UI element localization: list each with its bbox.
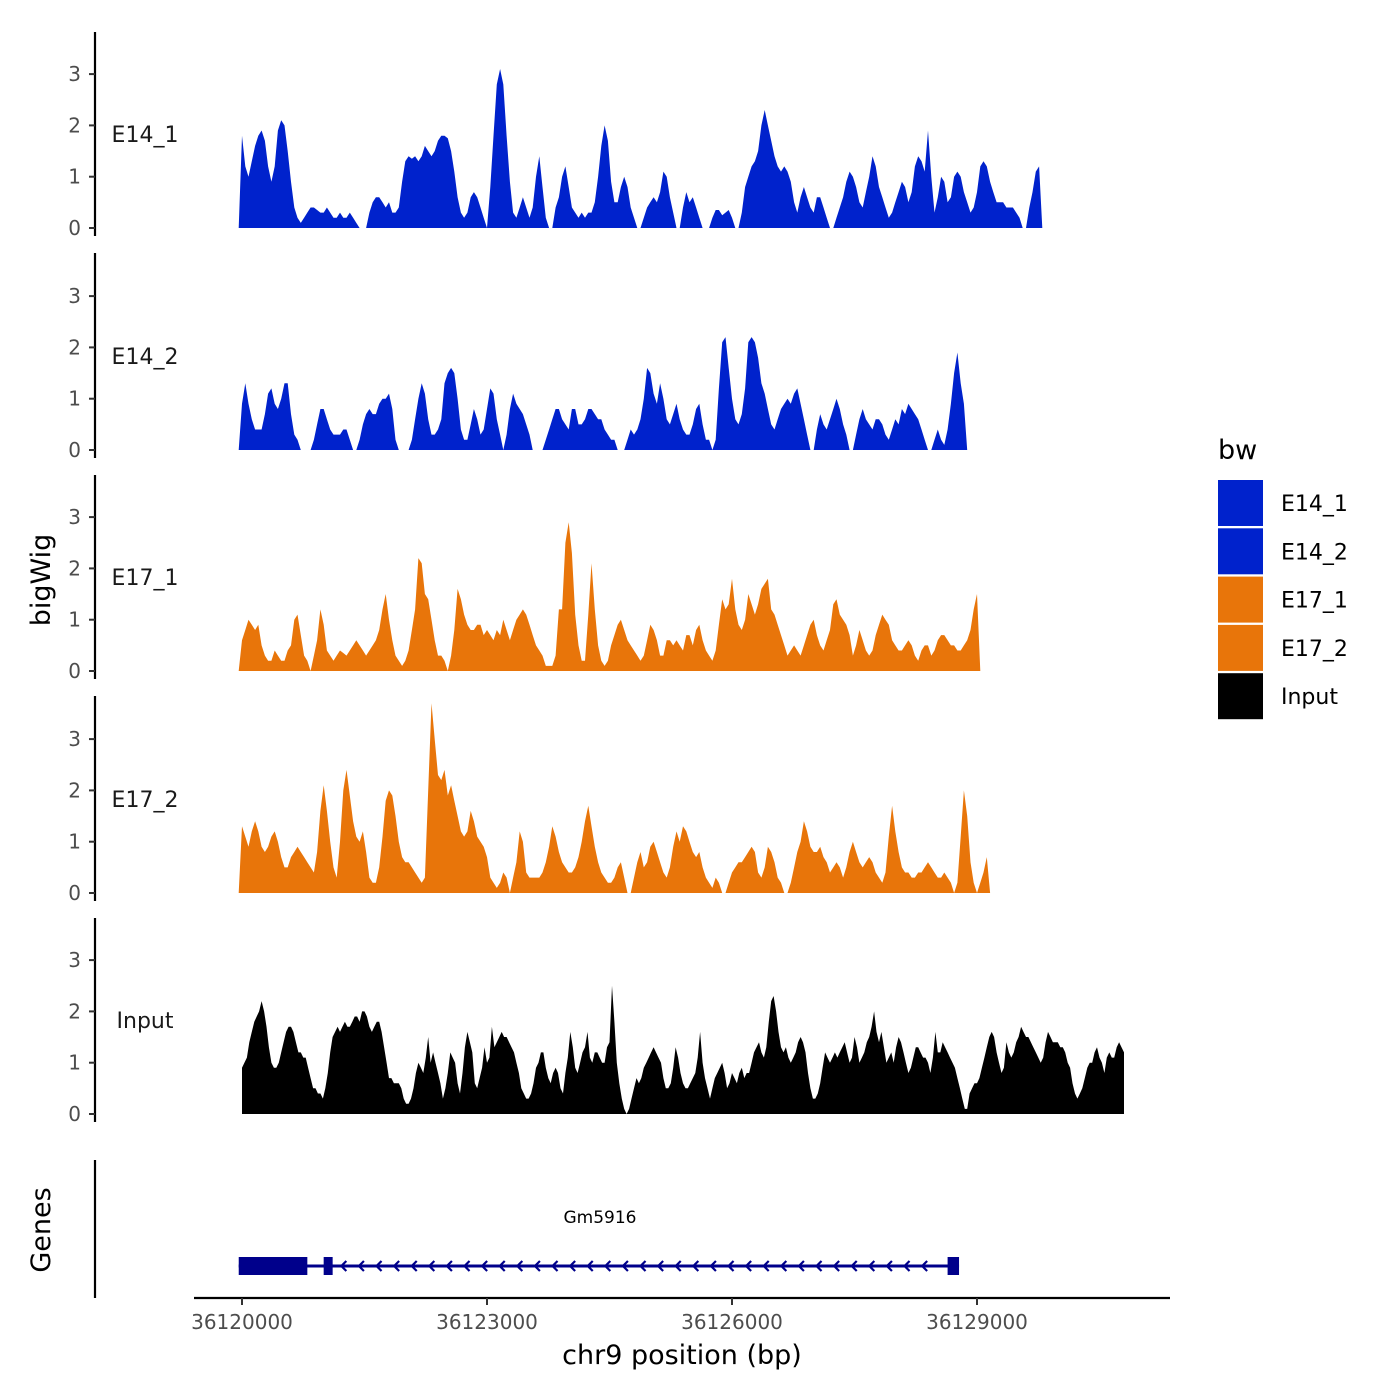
x-axis: 36120000 36123000 36126000 36129000 [191,1296,1170,1334]
strand-arrow [902,1260,911,1272]
strand-arrow [427,1260,436,1272]
strand-arrow [410,1260,418,1272]
legend-title: bw [1218,435,1257,466]
track-e14-1: 0 1 2 3 E14_1 [68,32,1043,240]
gene-exon [238,1257,308,1275]
y-tick-label: 3 [68,62,81,86]
x-tick-label: 36129000 [926,1310,1028,1334]
y-tick-label: 1 [68,608,81,632]
strand-arrow [550,1260,559,1272]
genes-axis-title: Genes [26,1187,57,1272]
signal-area [238,337,968,450]
legend-key [1218,624,1263,671]
strand-arrow [709,1260,717,1272]
x-tick-label: 36126000 [681,1310,783,1334]
legend-label: Input [1281,685,1338,710]
strand-arrow [480,1260,488,1272]
strand-arrow [374,1260,383,1272]
track-label: E17_1 [112,566,179,591]
strand-arrow [586,1260,594,1272]
genes-track: Gm5916 [93,1160,960,1298]
gene-gm5916: Gm5916 [238,1208,960,1275]
legend-label: E17_2 [1281,637,1348,662]
strand-arrow [691,1260,700,1272]
gene-label: Gm5916 [564,1208,637,1228]
strand-arrow [885,1260,893,1272]
x-axis-title: chr9 position (bp) [562,1340,802,1371]
legend-label: E14_2 [1281,540,1348,565]
strand-arrow [638,1260,647,1272]
y-tick-label: 3 [68,948,81,972]
strand-arrow [762,1260,770,1272]
legend-key [1218,673,1263,720]
strand-arrow [339,1260,348,1272]
track-input: 0 1 2 3 Input [68,918,1124,1126]
y-tick-label: 1 [68,830,81,854]
signal-area [238,69,1043,228]
strand-arrow [814,1260,823,1272]
y-tick-label: 2 [68,999,81,1023]
y-tick-label: 3 [68,505,81,529]
legend: bw E14_1 E14_2 E17_1 E17_2 Input [1218,435,1348,720]
strand-arrow [603,1260,612,1272]
strand-arrow [797,1260,805,1272]
x-tick-label: 36123000 [436,1310,538,1334]
strand-arrow [515,1260,524,1272]
signal-area [238,703,991,893]
legend-label: E17_1 [1281,589,1348,614]
strand-arrow [920,1260,928,1272]
strand-arrow [533,1260,541,1272]
y-tick-label: 0 [68,216,81,240]
y-tick-label: 2 [68,113,81,137]
strand-arrow [726,1260,735,1272]
y-tick-label: 3 [68,284,81,308]
y-tick-label: 2 [68,335,81,359]
y-axis-title: bigWig [26,534,57,627]
legend-label: E14_1 [1281,492,1348,517]
y-tick-label: 1 [68,165,81,189]
strand-arrow [498,1260,506,1272]
legend-key [1218,576,1263,623]
strand-arrow [445,1260,453,1272]
track-e14-2: 0 1 2 3 E14_2 [68,253,968,462]
strand-arrow [568,1260,576,1272]
strand-arrow [674,1260,682,1272]
track-label: E17_2 [112,788,179,813]
y-tick-label: 3 [68,727,81,751]
track-label: Input [117,1009,174,1034]
track-e17-2: 0 1 2 3 E17_2 [68,696,991,905]
strand-arrow [779,1260,788,1272]
y-tick-label: 1 [68,1051,81,1075]
strand-arrow [850,1260,858,1272]
legend-key [1218,480,1263,526]
strand-arrow [867,1260,876,1272]
signal-area [242,985,1124,1114]
y-tick-label: 2 [68,556,81,580]
y-tick-label: 1 [68,387,81,411]
track-label: E14_1 [112,123,179,148]
strand-arrow [357,1260,365,1272]
signal-area [238,522,981,671]
y-tick-label: 0 [68,438,81,462]
track-label: E14_2 [112,345,179,370]
strand-arrow [656,1260,664,1272]
bigwig-tracks: 0 1 2 3 E14_1 0 1 2 3 E14_2 0 1 2 3 E17_1 0 1 2 3 E17_2 0 1 2 3… [68,32,1124,1126]
x-tick-label: 36120000 [191,1310,293,1334]
legend-key [1218,528,1263,575]
strand-arrow [621,1260,629,1272]
strand-arrow [832,1260,840,1272]
gene-exon [323,1257,333,1275]
track-e17-1: 0 1 2 3 E17_1 [68,475,981,683]
y-tick-label: 2 [68,778,81,802]
gene-exon [947,1257,960,1275]
y-tick-label: 0 [68,659,81,683]
y-tick-label: 0 [68,1102,81,1126]
strand-arrow [744,1260,752,1272]
strand-arrow [392,1260,400,1272]
strand-arrow [462,1260,471,1272]
y-tick-label: 0 [68,881,81,905]
